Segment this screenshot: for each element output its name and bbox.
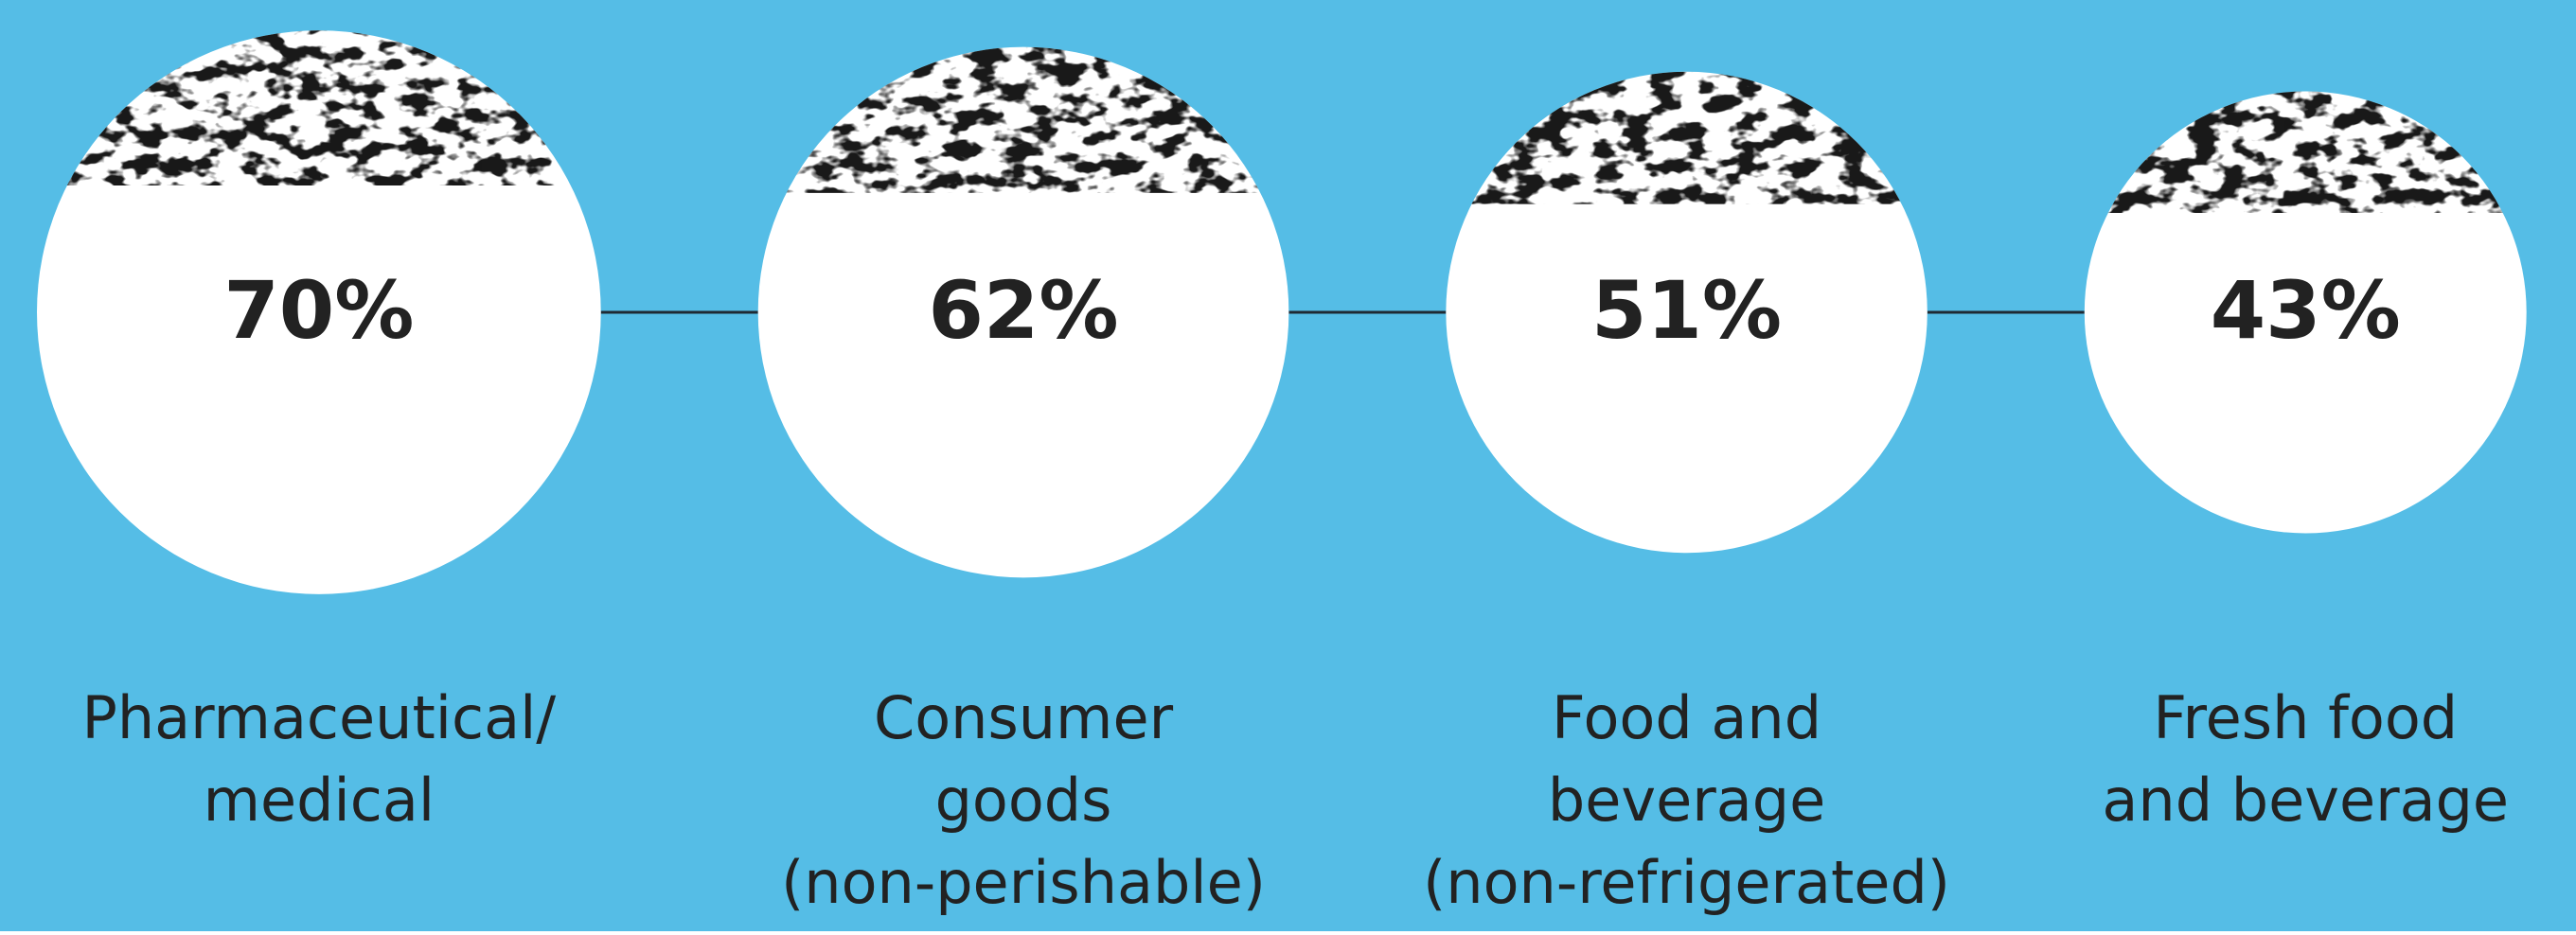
category-label: (non-perishable) <box>781 848 1266 917</box>
value-label: 43% <box>2211 264 2401 357</box>
category-label: Food and <box>1552 683 1821 752</box>
category-label: Consumer <box>874 683 1174 752</box>
value-label: 70% <box>223 264 414 357</box>
value-label: 51% <box>1591 264 1782 357</box>
category-label: (non-refrigerated) <box>1423 848 1950 917</box>
category-label: beverage <box>1548 766 1825 835</box>
category-label: Pharmaceutical/ <box>81 683 556 752</box>
category-label: medical <box>204 766 435 835</box>
category-label: Fresh food <box>2153 683 2458 752</box>
value-label: 62% <box>928 264 1118 357</box>
category-label: goods <box>935 766 1112 835</box>
category-label: and beverage <box>2102 766 2509 835</box>
